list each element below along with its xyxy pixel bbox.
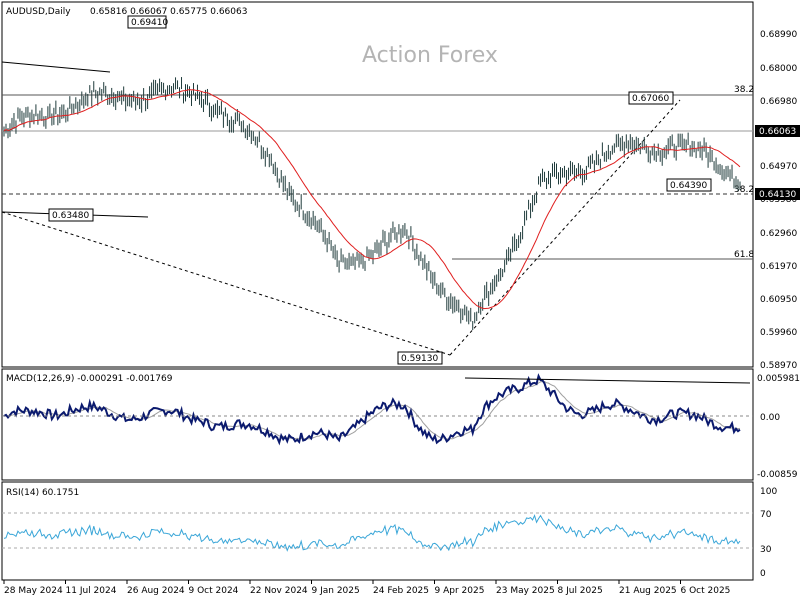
rsi-tick: 0 (760, 569, 766, 579)
left-low-label-box (48, 208, 94, 222)
rsi-title: RSI(14) 60.1751 (6, 488, 79, 498)
time-tick-label: 9 Oct 2024 (189, 586, 239, 596)
swing-high-label: 0.67060 (632, 94, 669, 104)
fib-618-label: 61.8 (734, 250, 754, 260)
trendline-top-left (1, 61, 111, 73)
ohlc-label: 0.65816 0.66067 0.65775 0.66063 (90, 7, 247, 17)
time-tick-label: 9 Apr 2025 (435, 586, 485, 596)
price-tick: 0.60950 (760, 295, 797, 305)
price-tick: 0.64970 (760, 162, 797, 172)
macd-tick: 0.005981 (757, 374, 800, 384)
macd-main-line (3, 373, 741, 446)
time-tick-label: 8 Jul 2025 (558, 586, 603, 596)
time-tick-label: 9 Jan 2025 (312, 586, 360, 596)
price-tick: 0.59960 (760, 328, 797, 338)
support-price-tag (755, 188, 800, 200)
support-price-value: 0.64130 (759, 190, 796, 200)
macd-signal-line (3, 381, 741, 440)
time-tick-label: 23 May 2025 (496, 586, 555, 596)
price-tick: 0.62960 (760, 229, 797, 239)
time-tick-label: 6 Oct 2025 (681, 586, 731, 596)
macd-tick: 0.00 (760, 413, 780, 423)
fib-382-low-label: 38.2 (734, 185, 754, 195)
price-tick: 0.66980 (760, 97, 797, 107)
rsi-tick: 100 (760, 487, 777, 497)
time-axis: 28 May 2024 11 Jul 2024 26 Aug 2024 9 Oct 2… (3, 580, 731, 596)
top-label: 0.69410 (131, 18, 168, 28)
macd-title: MACD(12,26,9) -0.000291 -0.001769 (6, 374, 173, 384)
swing-low-label: 0.64390 (670, 181, 707, 191)
time-tick-label: 24 Feb 2025 (373, 586, 429, 596)
rsi-line (3, 514, 741, 552)
left-low-label: 0.63480 (52, 211, 89, 221)
price-tick: 0.58970 (760, 361, 797, 371)
trendline-dotted-low (1, 211, 451, 356)
rsi-tick: 30 (760, 545, 772, 555)
main-panel (1, 1, 754, 368)
price-tick: 0.68000 (760, 64, 797, 74)
price-tick: 0.68990 (760, 30, 797, 40)
moving-average-line (3, 89, 741, 310)
current-price-tag (755, 125, 800, 137)
time-tick-label: 26 Aug 2024 (127, 586, 185, 596)
time-tick-label: 22 Nov 2024 (250, 586, 308, 596)
current-price-value: 0.66063 (759, 127, 796, 137)
fib-382-top-label: 38.2 (734, 85, 754, 95)
swing-low-label-box (666, 178, 712, 192)
macd-panel (1, 368, 754, 481)
rsi-tick: 70 (760, 510, 772, 520)
low-label: 0.59130 (401, 354, 438, 364)
time-tick-label: 21 Aug 2025 (619, 586, 677, 596)
time-tick-label: 11 Jul 2024 (66, 586, 117, 596)
price-tick: 0.61970 (760, 262, 797, 272)
top-label-box (127, 15, 167, 29)
low-label-box (397, 351, 443, 365)
price-bars (3, 77, 741, 331)
macd-tick: -0.00859 (757, 470, 798, 480)
trendline-dotted-rise (449, 99, 681, 356)
rsi-panel (1, 481, 754, 581)
macd-trendline (464, 377, 751, 384)
watermark: Action Forex (362, 43, 498, 68)
symbol-label: AUDUSD,Daily (6, 7, 71, 17)
time-tick-label: 28 May 2024 (4, 586, 63, 596)
swing-high-label-box (628, 91, 674, 105)
